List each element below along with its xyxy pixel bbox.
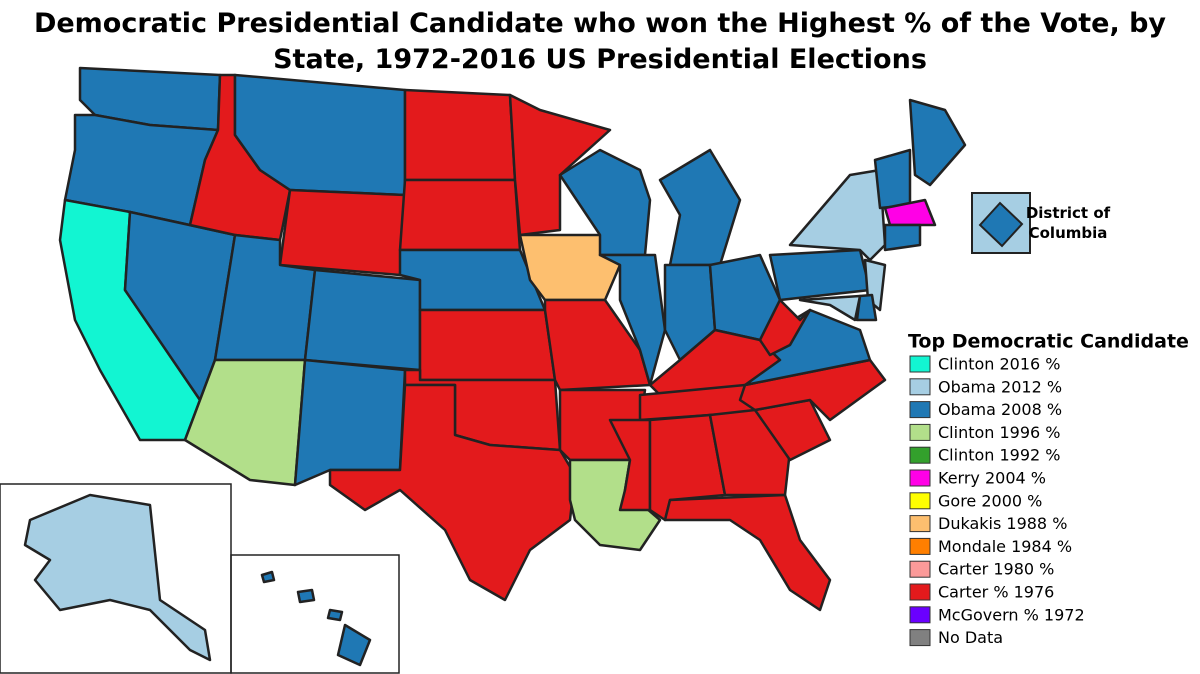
state [278,188,407,277]
legend-label: Clinton 1996 % [938,423,1061,442]
legend-label: McGovern % 1972 [938,605,1085,624]
state [658,148,742,267]
state [883,223,922,252]
legend: Top Democratic Candidate Clinton 2016 % Ob… [908,331,1189,648]
legend-swatch [909,629,931,647]
state [798,294,862,322]
state [418,308,557,382]
dc-shape [978,201,1024,248]
state [788,168,887,262]
hawaii-inset [230,554,400,674]
legend-label: Clinton 2016 % [938,355,1061,374]
state [296,588,316,604]
states [23,66,967,667]
title-line: State, 1972-2016 US Presidential Electio… [273,44,927,75]
state [303,268,422,372]
state [663,493,832,612]
legend-label: Obama 2012 % [938,377,1062,396]
legend-label: Dukakis 1988 % [938,514,1067,533]
legend-swatch [909,583,931,601]
legend-swatch [909,378,931,396]
legend-swatch [909,492,931,510]
state [855,293,878,322]
state [23,493,212,662]
state [326,608,344,622]
legend-swatch [909,606,931,624]
state [293,358,407,487]
legend-label: Kerry 2004 % [938,469,1046,488]
state [336,623,372,667]
legend-swatch [909,355,931,373]
legend-label: Gore 2000 % [938,491,1042,510]
legend-swatch [909,423,931,441]
legend-label: Carter % 1976 [938,583,1054,602]
legend-label: Clinton 1992 % [938,446,1061,465]
state [738,358,887,422]
state [543,298,652,392]
state [398,178,522,252]
state [908,98,967,187]
legend-swatch [909,560,931,578]
legend-label: Obama 2008 % [938,400,1062,419]
state [398,248,547,312]
title-line: Democratic Presidential Candidate who wo… [34,8,1166,39]
inset-label: District of Columbia [1026,204,1111,242]
state [598,253,667,387]
legend-title: Top Democratic Candidate [908,331,1189,353]
state [873,148,912,210]
state [768,248,872,302]
legend-label: Mondale 1984 % [938,537,1072,556]
legend-swatch [909,446,931,464]
legend-swatch [909,469,931,487]
state [883,198,937,227]
legend-swatch [909,515,931,533]
state [508,93,612,237]
legend-label: Carter 1980 % [938,560,1054,579]
legend-label: No Data [938,628,1003,647]
legend-swatch [909,537,931,555]
state [328,383,577,602]
state [403,88,517,182]
legend-swatch [909,401,931,419]
state [558,148,652,257]
state [260,570,276,584]
